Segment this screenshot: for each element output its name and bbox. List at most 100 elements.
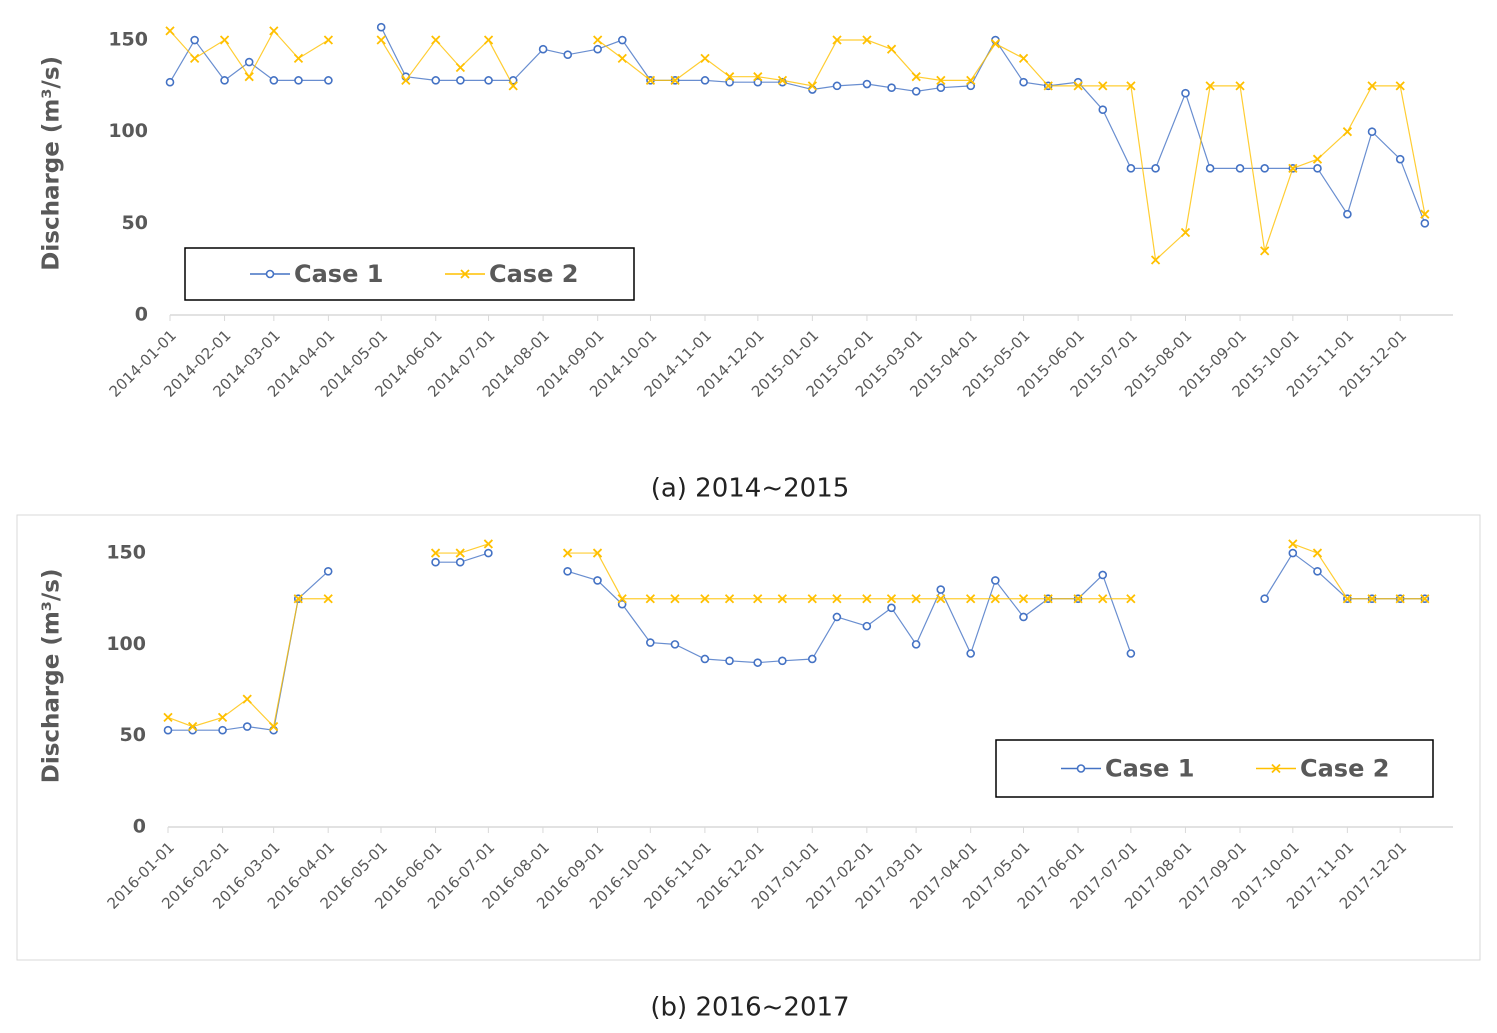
y-tick-label: 50 xyxy=(120,724,146,746)
marker xyxy=(1181,88,1190,98)
marker xyxy=(862,594,872,604)
marker xyxy=(242,722,252,731)
marker xyxy=(269,26,279,36)
series-line xyxy=(167,543,1425,728)
marker xyxy=(430,548,441,558)
marker xyxy=(1098,594,1108,604)
marker xyxy=(484,76,493,85)
marker xyxy=(753,658,762,667)
marker xyxy=(563,50,573,59)
y-tick-label: 50 xyxy=(122,212,148,234)
legend-label: Case 2 xyxy=(489,260,578,288)
marker xyxy=(1098,105,1108,114)
marker xyxy=(293,53,304,63)
marker xyxy=(862,79,872,89)
marker xyxy=(1098,81,1108,91)
marker xyxy=(455,548,465,558)
marker xyxy=(832,81,842,91)
marker xyxy=(1235,164,1245,173)
y-tick-label: 150 xyxy=(108,29,148,51)
marker xyxy=(1150,255,1161,265)
marker xyxy=(1126,81,1136,91)
marker xyxy=(1313,567,1322,576)
marker xyxy=(966,594,976,604)
marker xyxy=(753,72,763,82)
marker xyxy=(753,594,763,604)
marker xyxy=(646,638,655,647)
marker xyxy=(483,35,494,45)
marker xyxy=(1260,594,1269,604)
marker xyxy=(1367,127,1377,136)
marker xyxy=(484,548,493,558)
marker xyxy=(777,75,788,85)
marker xyxy=(562,548,573,558)
series xyxy=(165,26,1430,265)
marker xyxy=(1205,81,1215,91)
marker xyxy=(165,26,175,36)
marker xyxy=(1312,154,1323,164)
marker xyxy=(323,567,333,576)
marker xyxy=(862,35,872,45)
marker xyxy=(725,656,734,666)
marker xyxy=(1073,81,1083,91)
y-tick-label: 100 xyxy=(108,120,148,142)
marker xyxy=(1126,594,1136,604)
marker xyxy=(911,594,921,604)
marker xyxy=(244,57,254,67)
marker xyxy=(777,594,787,604)
y-tick-label: 100 xyxy=(106,633,146,655)
marker xyxy=(1126,649,1136,658)
marker xyxy=(911,640,921,649)
marker xyxy=(294,76,303,85)
caption: (a) 2014~2015 xyxy=(651,474,850,504)
marker xyxy=(538,44,548,54)
marker xyxy=(966,649,975,658)
marker xyxy=(1018,53,1029,63)
chart-border xyxy=(16,514,1481,961)
legend-marker xyxy=(1271,763,1281,774)
marker xyxy=(936,75,946,85)
marker xyxy=(1288,539,1298,549)
marker xyxy=(1420,219,1430,228)
marker xyxy=(1343,209,1352,219)
marker xyxy=(1260,164,1269,173)
marker xyxy=(269,76,279,85)
marker xyxy=(936,585,946,594)
marker xyxy=(670,640,680,649)
series-line xyxy=(168,552,1425,731)
marker xyxy=(1180,227,1191,238)
marker xyxy=(753,77,763,87)
marker xyxy=(617,53,627,63)
marker xyxy=(220,76,229,85)
marker xyxy=(244,72,254,82)
marker xyxy=(887,603,896,613)
marker xyxy=(1073,594,1083,604)
marker xyxy=(1395,154,1405,164)
marker xyxy=(1235,81,1245,91)
marker xyxy=(1395,594,1405,604)
y-tick-label: 0 xyxy=(133,816,146,838)
marker xyxy=(431,35,441,45)
marker xyxy=(1395,81,1405,91)
marker xyxy=(670,594,680,604)
marker xyxy=(1043,594,1053,604)
marker xyxy=(593,35,603,45)
caption: (b) 2016~2017 xyxy=(650,993,849,1023)
series xyxy=(165,22,1430,228)
legend-label: Case 1 xyxy=(1105,755,1194,783)
marker xyxy=(323,594,333,604)
marker xyxy=(1367,81,1377,91)
marker xyxy=(218,725,227,735)
marker xyxy=(431,76,441,85)
marker xyxy=(190,35,199,45)
marker xyxy=(401,75,411,85)
marker xyxy=(1205,164,1215,173)
marker xyxy=(966,81,976,91)
marker xyxy=(455,62,466,73)
marker xyxy=(592,548,603,558)
marker xyxy=(725,72,735,82)
marker xyxy=(455,557,465,567)
marker xyxy=(670,75,680,85)
marker xyxy=(483,539,494,549)
marker xyxy=(190,53,200,63)
